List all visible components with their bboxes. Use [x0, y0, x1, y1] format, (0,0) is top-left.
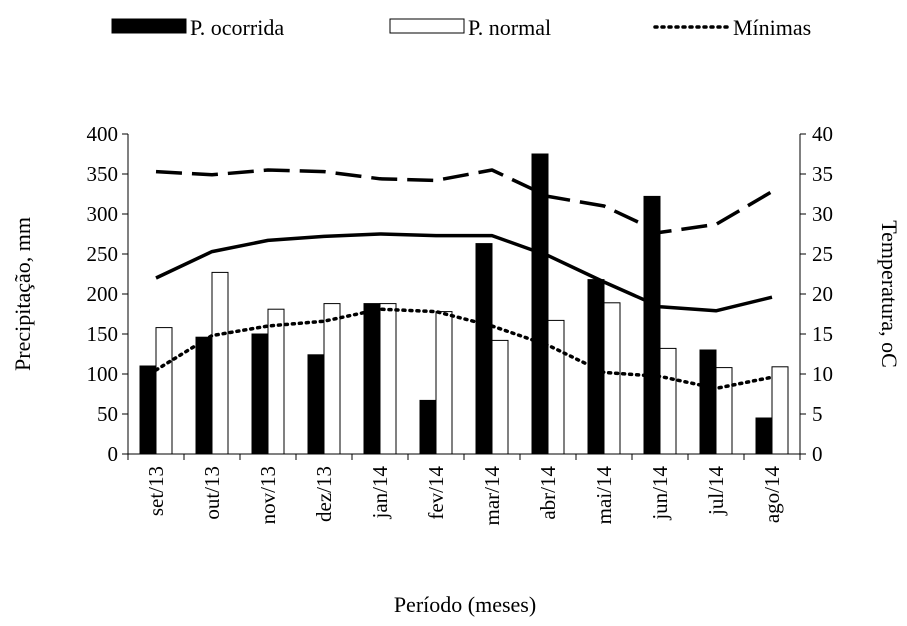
legend: P. ocorrida P. normal Mínimas — [111, 15, 811, 40]
legend-swatch — [111, 18, 187, 34]
x-tick-label: abr/14 — [536, 466, 560, 520]
x-tick-label: fev/14 — [424, 466, 448, 520]
line-series-dotted — [154, 307, 774, 391]
bar-normal-fev-14 — [435, 311, 453, 455]
axes-layer: 0 50 100 150 200 250 300 350 400 0 5 10 15 20 25 30 35 40… — [87, 122, 834, 525]
legend-swatch — [389, 18, 465, 34]
legend-item: Mínimas — [653, 15, 811, 40]
x-tick-label: jul/14 — [704, 466, 728, 517]
bar-ocorrida-fev-14 — [419, 399, 437, 455]
bar-normal-abr-14 — [547, 319, 565, 455]
lines-layer — [154, 168, 774, 391]
y-tick-label: 100 — [87, 362, 119, 386]
legend-label: P. ocorrida — [190, 15, 284, 40]
bar-normal-mar-14 — [491, 339, 509, 455]
y2-tick-label: 40 — [812, 122, 833, 146]
y-tick-label: 250 — [87, 242, 119, 266]
bar-normal-set-13 — [155, 327, 173, 455]
bar-normal-mai-14 — [603, 302, 621, 455]
y-tick-label: 350 — [87, 162, 119, 186]
y2-tick-label: 25 — [812, 242, 833, 266]
bar-normal-ago-14 — [771, 366, 789, 455]
y2-tick-label: 10 — [812, 362, 833, 386]
legend-item: P. ocorrida — [111, 15, 284, 40]
bar-ocorrida-jun-14 — [643, 195, 661, 455]
bars-layer — [139, 153, 789, 455]
x-tick-label: nov/13 — [256, 466, 280, 524]
bar-ocorrida-jan-14 — [363, 303, 381, 455]
x-tick-label: out/13 — [200, 466, 224, 520]
y2-tick-label: 30 — [812, 202, 833, 226]
bar-ocorrida-nov-13 — [251, 333, 269, 455]
y-tick-label: 150 — [87, 322, 119, 346]
y-tick-label: 300 — [87, 202, 119, 226]
bar-ocorrida-dez-13 — [307, 354, 325, 455]
bar-ocorrida-mar-14 — [475, 243, 493, 455]
y2-tick-label: 5 — [812, 402, 823, 426]
bar-normal-out-13 — [211, 271, 229, 455]
y-axis-title: Precipitação, mm — [10, 217, 35, 371]
y2-tick-label: 35 — [812, 162, 833, 186]
x-tick-label: set/13 — [144, 466, 168, 516]
legend-label: Mínimas — [733, 15, 811, 40]
bar-normal-dez-13 — [323, 303, 341, 455]
y-tick-label: 50 — [97, 402, 118, 426]
y2-axis-title: Temperatura, oC — [877, 220, 902, 368]
x-tick-label: mar/14 — [480, 466, 504, 526]
x-tick-label: ago/14 — [760, 466, 784, 524]
bar-ocorrida-set-13 — [139, 365, 157, 455]
legend-label: P. normal — [468, 15, 551, 40]
x-tick-label: jun/14 — [648, 466, 672, 521]
y2-tick-label: 20 — [812, 282, 833, 306]
bar-normal-jun-14 — [659, 347, 677, 455]
line-series-dashed — [155, 168, 773, 235]
y2-tick-label: 15 — [812, 322, 833, 346]
x-axis-title: Período (meses) — [394, 592, 536, 617]
bar-ocorrida-out-13 — [195, 336, 213, 455]
line-series-solid — [155, 232, 773, 313]
bar-ocorrida-ago-14 — [755, 417, 773, 455]
y2-tick-label: 0 — [812, 442, 823, 466]
y-tick-label: 200 — [87, 282, 119, 306]
y-tick-label: 0 — [108, 442, 119, 466]
bar-ocorrida-abr-14 — [531, 153, 549, 455]
bar-normal-jan-14 — [379, 303, 397, 455]
bar-normal-jul-14 — [715, 367, 733, 455]
x-tick-label: jan/14 — [368, 466, 392, 520]
legend-item: P. normal — [389, 15, 551, 40]
bar-normal-nov-13 — [267, 308, 285, 455]
y-tick-label: 400 — [87, 122, 119, 146]
bar-ocorrida-jul-14 — [699, 349, 717, 455]
x-tick-label: mai/14 — [592, 466, 616, 525]
x-tick-label: dez/13 — [312, 466, 336, 522]
